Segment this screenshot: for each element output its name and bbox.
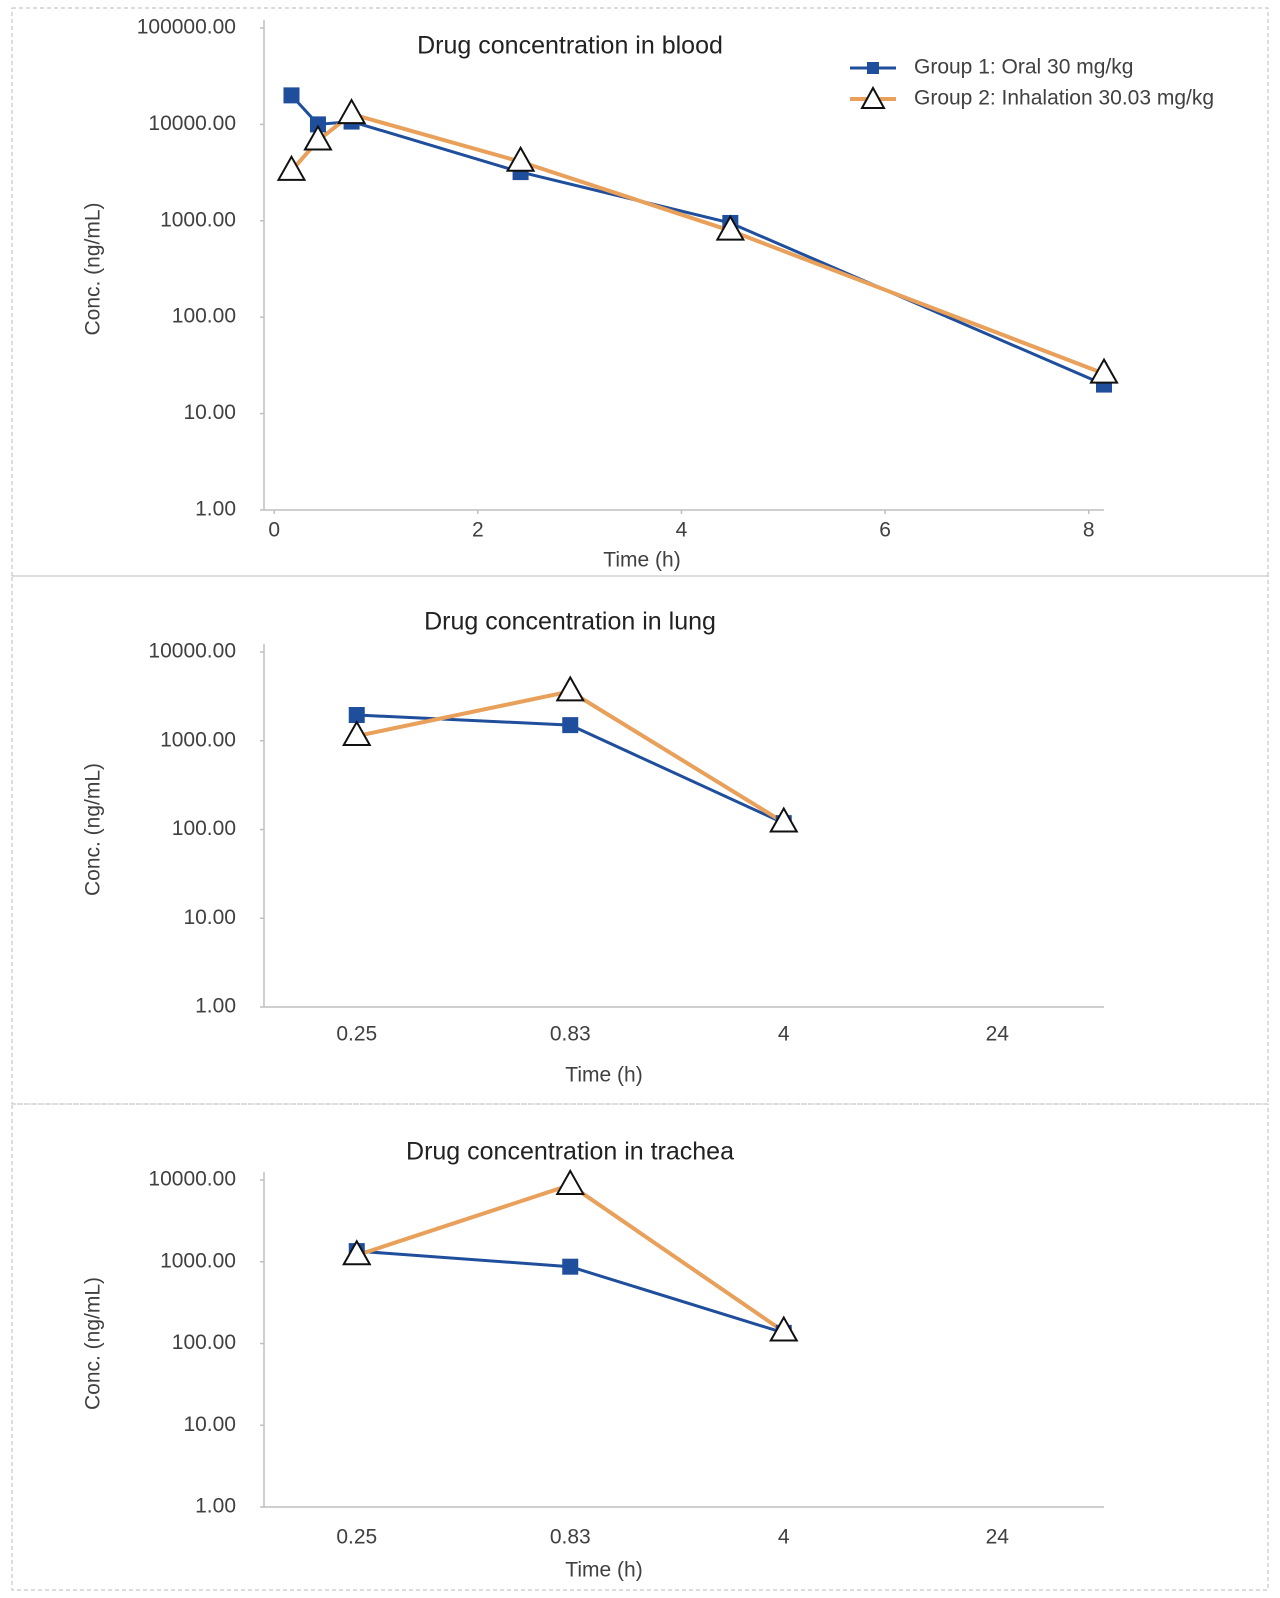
y-axis-label: Conc. (ng/mL) xyxy=(82,1277,105,1410)
marker xyxy=(283,87,300,104)
marker xyxy=(303,124,333,151)
marker xyxy=(342,720,372,747)
marker xyxy=(555,1168,585,1195)
x-tick-label: 0.83 xyxy=(550,1526,591,1549)
marker xyxy=(555,675,585,702)
y-tick-label: 100000.00 xyxy=(137,16,236,39)
panel xyxy=(11,1103,1269,1591)
x-tick-label: 6 xyxy=(879,519,891,542)
marker xyxy=(309,116,326,133)
x-axis-label: Time (h) xyxy=(603,549,680,572)
legend-marker xyxy=(867,62,879,74)
legend-label: Group 2: Inhalation 30.03 mg/kg xyxy=(914,87,1214,110)
series-line xyxy=(289,112,1105,376)
y-tick-label: 1000.00 xyxy=(160,1249,236,1272)
marker xyxy=(336,98,367,125)
x-tick-label: 8 xyxy=(1083,519,1095,542)
legend-marker xyxy=(860,85,886,109)
x-tick-label: 0.25 xyxy=(336,1023,377,1046)
y-tick-label: 10.00 xyxy=(183,401,236,424)
marker xyxy=(348,707,365,724)
marker xyxy=(769,1315,799,1342)
y-tick-label: 100.00 xyxy=(172,305,236,328)
marker xyxy=(276,154,307,181)
marker xyxy=(562,1258,579,1275)
y-tick-label: 10000.00 xyxy=(148,112,236,135)
x-axis-label: Time (h) xyxy=(565,1064,642,1087)
x-tick-label: 0.83 xyxy=(550,1023,591,1046)
x-tick-label: 0.25 xyxy=(336,1526,377,1549)
marker xyxy=(769,806,799,833)
x-tick-label: 4 xyxy=(676,519,688,542)
legend-label: Group 1: Oral 30 mg/kg xyxy=(914,56,1133,79)
x-tick-label: 4 xyxy=(778,1023,790,1046)
panel xyxy=(11,7,1269,577)
panel xyxy=(11,575,1269,1105)
y-tick-label: 10.00 xyxy=(183,906,236,929)
marker xyxy=(715,214,746,241)
marker xyxy=(342,1239,372,1266)
y-tick-label: 100.00 xyxy=(172,817,236,840)
chart-title: Drug concentration in blood xyxy=(417,32,723,60)
series-line xyxy=(290,94,1105,386)
x-tick-label: 24 xyxy=(986,1526,1010,1549)
marker xyxy=(562,717,579,734)
series-line xyxy=(356,1182,785,1334)
y-axis-label: Conc. (ng/mL) xyxy=(82,763,105,896)
y-tick-label: 10000.00 xyxy=(148,1168,236,1191)
y-tick-label: 10000.00 xyxy=(148,640,236,663)
y-tick-label: 1.00 xyxy=(195,1495,236,1518)
x-tick-label: 2 xyxy=(472,519,484,542)
y-tick-label: 1000.00 xyxy=(160,728,236,751)
x-tick-label: 4 xyxy=(778,1526,790,1549)
x-tick-label: 24 xyxy=(986,1023,1010,1046)
y-tick-label: 100.00 xyxy=(172,1331,236,1354)
marker xyxy=(505,145,536,172)
x-axis-label: Time (h) xyxy=(565,1559,642,1582)
marker xyxy=(1089,357,1119,384)
x-tick-label: 0 xyxy=(268,519,280,542)
y-axis-label: Conc. (ng/mL) xyxy=(82,202,105,335)
chart-title: Drug concentration in lung xyxy=(424,608,716,636)
y-tick-label: 1000.00 xyxy=(160,208,236,231)
y-tick-label: 1.00 xyxy=(195,498,236,521)
y-tick-label: 10.00 xyxy=(183,1413,236,1436)
chart-title: Drug concentration in trachea xyxy=(406,1138,734,1166)
y-tick-label: 1.00 xyxy=(195,995,236,1018)
series-line xyxy=(356,689,785,825)
